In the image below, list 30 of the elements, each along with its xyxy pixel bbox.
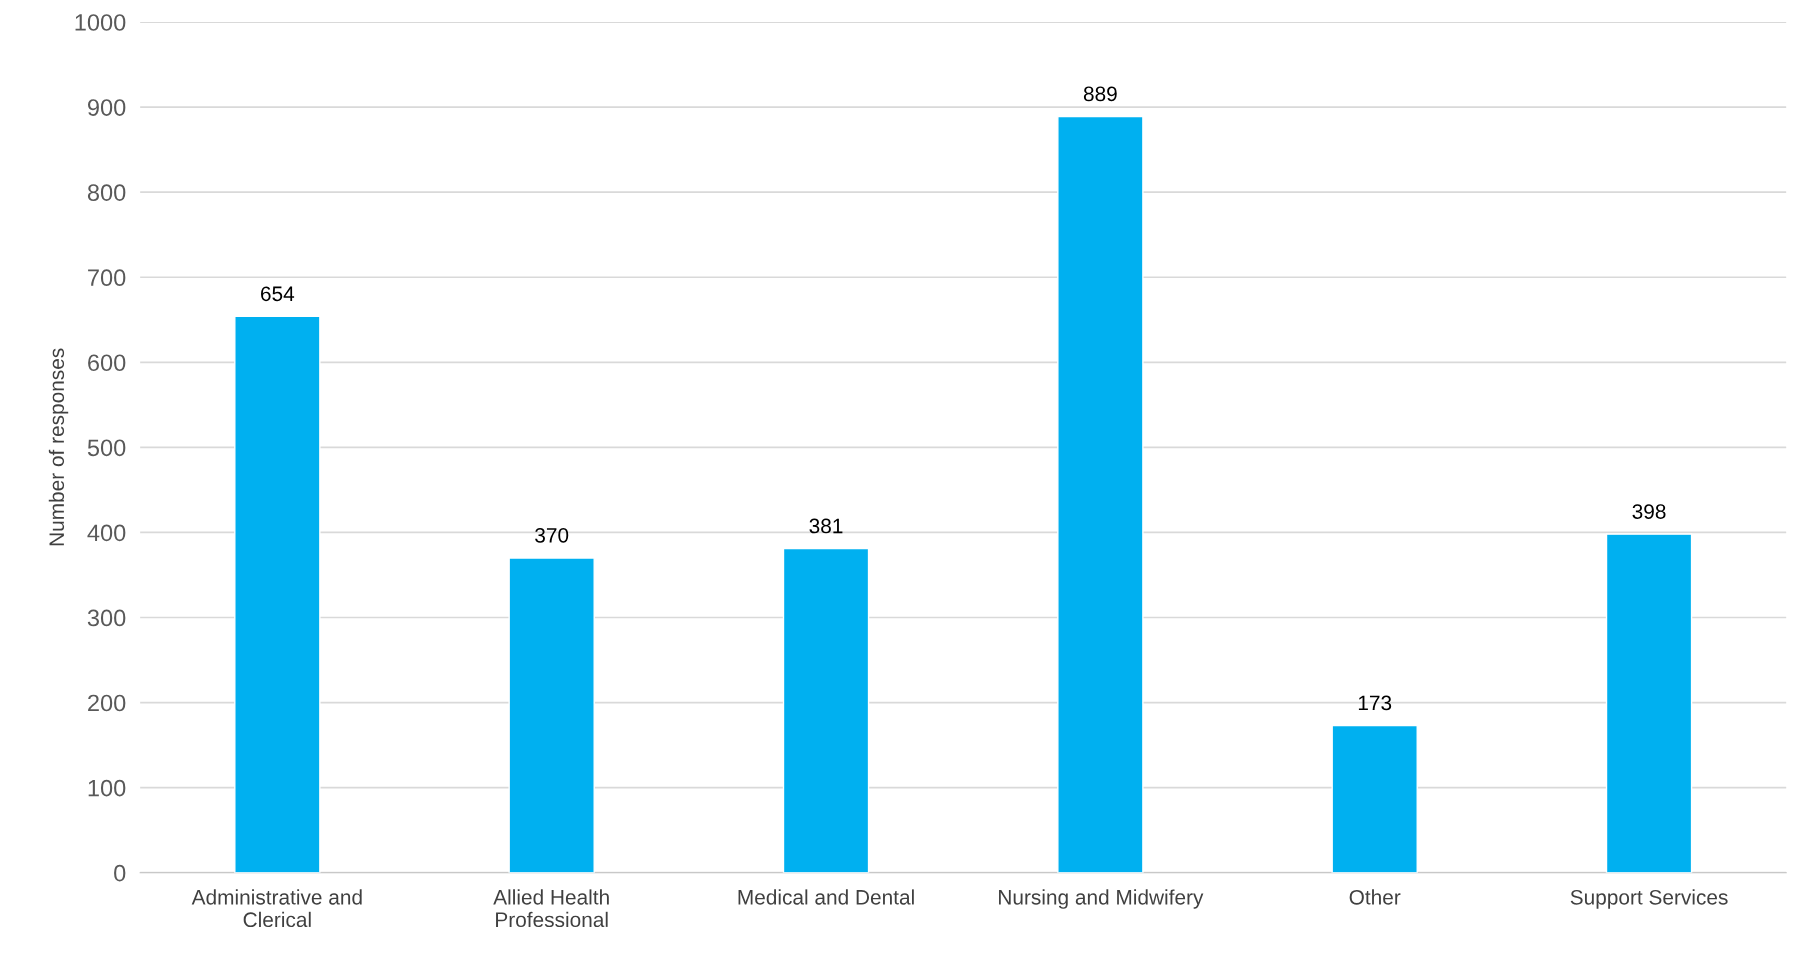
data-label: 398 (1632, 504, 1666, 519)
y-tick-label: 600 (88, 354, 126, 372)
y-tick-label: 100 (88, 779, 126, 797)
bar (1057, 115, 1144, 873)
data-label: 370 (535, 527, 569, 543)
data-label: 654 (261, 286, 295, 302)
y-tick-label: 1000 (75, 14, 126, 31)
x-tick-label: Allied Health Professional (493, 889, 609, 928)
data-label: 889 (1083, 86, 1117, 102)
x-tick-label: Nursing and Midwifery (999, 889, 1204, 909)
y-tick-label: 400 (87, 524, 126, 542)
x-tick-label: Support Services (1570, 889, 1728, 909)
x-tick-label: Medical and Dental (738, 889, 914, 905)
y-tick-label: 700 (88, 269, 126, 287)
y-tick-label: 800 (87, 184, 126, 201)
bar (1605, 533, 1693, 873)
data-label: 173 (1358, 695, 1392, 711)
y-tick-label: 200 (88, 694, 126, 712)
x-tick-label: Other (1349, 889, 1401, 905)
y-tick-label: 900 (87, 99, 126, 116)
y-tick-label: 300 (87, 609, 126, 627)
x-tick-label: Administrative and Clerical (191, 889, 362, 928)
y-tick-label: 0 (114, 864, 126, 882)
data-label: 381 (809, 518, 843, 534)
bar (782, 547, 870, 873)
bar (1331, 724, 1418, 873)
bar (508, 557, 595, 873)
y-tick-label: 500 (87, 439, 126, 457)
y-axis-title: Number of responses (48, 348, 69, 546)
bar (234, 315, 321, 873)
